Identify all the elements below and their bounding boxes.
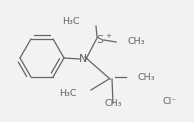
Text: N: N xyxy=(79,54,87,64)
Text: CH₃: CH₃ xyxy=(104,99,122,108)
Text: CH₃: CH₃ xyxy=(138,72,156,81)
Text: H₃C: H₃C xyxy=(60,90,77,98)
Text: CH₃: CH₃ xyxy=(128,37,146,46)
Text: S: S xyxy=(96,35,104,45)
Text: H₃C: H₃C xyxy=(62,17,80,26)
Text: +: + xyxy=(105,33,111,39)
Text: Cl⁻: Cl⁻ xyxy=(163,97,177,107)
